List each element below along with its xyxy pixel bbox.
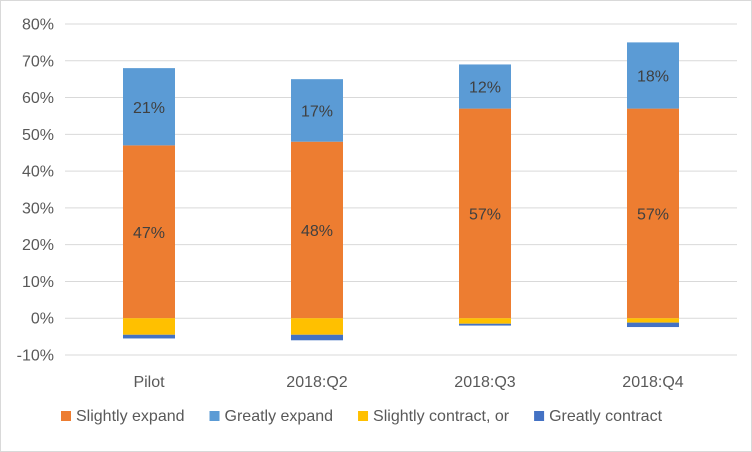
data-label: 18%	[637, 68, 669, 85]
data-label: 17%	[301, 103, 333, 120]
legend-swatch	[61, 411, 71, 421]
legend-label: Greatly contract	[549, 408, 662, 425]
bar-segment	[459, 318, 511, 324]
legend-label: Slightly expand	[76, 408, 185, 425]
data-label: 21%	[133, 100, 165, 117]
bar-segment	[459, 323, 511, 326]
legend-swatch	[534, 411, 545, 421]
data-label: 47%	[133, 225, 165, 242]
y-tick-label: 30%	[22, 200, 54, 217]
y-tick-label: 60%	[22, 90, 54, 107]
bar-segment	[459, 64, 511, 109]
legend-label: Slightly contract, or	[373, 408, 510, 425]
data-label: 48%	[301, 223, 333, 240]
bar-segment	[123, 145, 175, 319]
x-tick-label: 2018:Q2	[286, 374, 347, 391]
bar-segment	[291, 141, 343, 319]
bar-segment	[123, 318, 175, 335]
y-tick-label: 50%	[22, 127, 54, 144]
data-label: 12%	[469, 80, 501, 97]
x-tick-label: Pilot	[133, 374, 165, 391]
y-tick-label: 40%	[22, 164, 54, 181]
data-label: 57%	[469, 206, 501, 223]
bar-segment	[627, 108, 679, 319]
legend-swatch	[358, 411, 369, 421]
x-tick-label: 2018:Q3	[454, 374, 515, 391]
bar-segment	[123, 334, 175, 339]
bar-segment	[627, 42, 679, 109]
legend-label: Greatly expand	[225, 408, 334, 425]
bar-segment	[291, 79, 343, 142]
data-label: 57%	[637, 206, 669, 223]
y-tick-label: -10%	[17, 348, 54, 365]
y-tick-label: 70%	[22, 53, 54, 70]
legend-swatch	[209, 411, 220, 421]
y-tick-label: 10%	[22, 274, 54, 291]
bar-segment	[123, 68, 175, 146]
x-tick-label: 2018:Q4	[622, 374, 683, 391]
bar-segment	[291, 334, 343, 341]
bar-segment	[627, 318, 679, 323]
bar-segment	[291, 318, 343, 335]
bar-segment	[627, 322, 679, 328]
y-tick-label: 0%	[31, 311, 54, 328]
y-tick-label: 80%	[22, 17, 54, 34]
bar-segment	[459, 108, 511, 319]
y-tick-label: 20%	[22, 237, 54, 254]
